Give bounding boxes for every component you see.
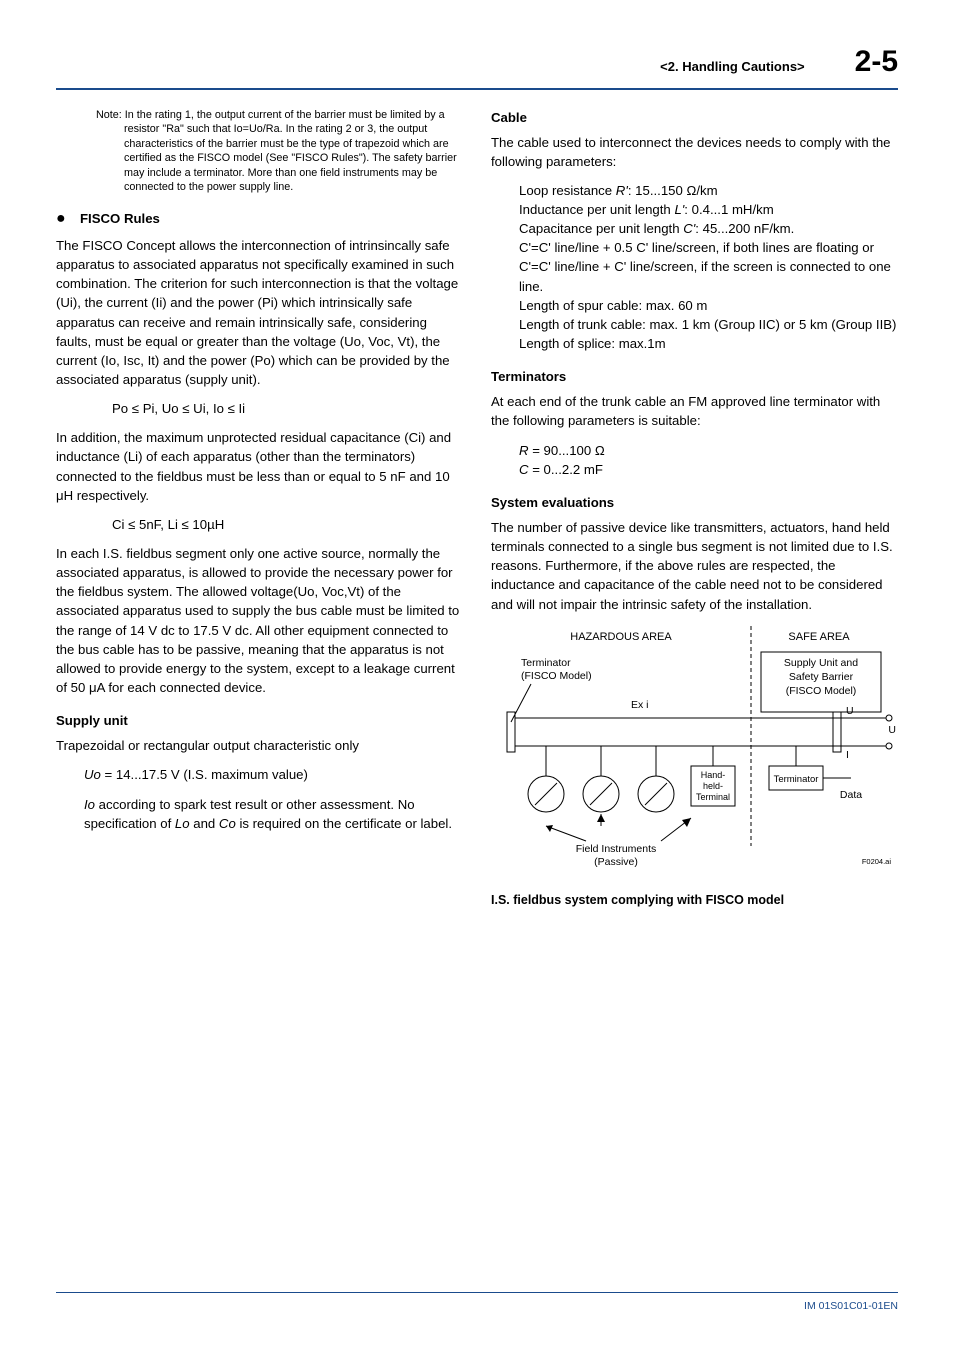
barrier-note: Note: In the rating 1, the output curren…: [96, 108, 463, 195]
u-label-2: U: [888, 724, 896, 736]
right-column: Cable The cable used to interconnect the…: [491, 108, 898, 910]
i-label: I: [846, 749, 849, 761]
formula-po-uo-io: Po ≤ Pi, Uo ≤ Ui, Io ≤ Ii: [112, 399, 463, 418]
bullet-icon: ●: [56, 211, 80, 227]
doc-id: IM 01S01C01-01EN: [804, 1300, 898, 1312]
cable-spur: Length of spur cable: max. 60 m: [519, 296, 898, 315]
ind-l: L': [674, 202, 684, 217]
lo-symbol: Lo: [175, 816, 190, 831]
cable-splice: Length of splice: max.1m: [519, 334, 898, 353]
cable-heading: Cable: [491, 108, 898, 127]
supply-io-block: Io according to spark test result or oth…: [84, 795, 463, 833]
chapter-label: <2. Handling Cautions>: [660, 58, 804, 77]
ind-post: : 0.4...1 mH/km: [684, 202, 773, 217]
data-label: Data: [840, 789, 862, 801]
fisco-para-1: The FISCO Concept allows the interconnec…: [56, 236, 463, 389]
field-l2: (Passive): [594, 856, 638, 868]
left-column: Note: In the rating 1, the output curren…: [56, 108, 463, 910]
term-r-val: = 90...100 Ω: [529, 443, 605, 458]
supply-uo-line: Uo = 14...17.5 V (I.S. maximum value): [84, 765, 463, 784]
terminator-params: R = 90...100 Ω C = 0...2.2 mF: [519, 441, 898, 479]
term1-l1: Terminator: [521, 657, 571, 669]
supply-l2: Safety Barrier: [789, 671, 854, 683]
hht-l2: held-: [703, 781, 723, 791]
supply-unit-para: Trapezoidal or rectangular output charac…: [56, 736, 463, 755]
terminators-para: At each end of the trunk cable an FM app…: [491, 392, 898, 430]
fisco-rules-heading: ● FISCO Rules: [56, 209, 463, 228]
formula-ci-li: Ci ≤ 5nF, Li ≤ 10µH: [112, 515, 463, 534]
supply-l1: Supply Unit and: [784, 657, 858, 669]
term-r: R: [519, 443, 529, 458]
loop-pre: Loop resistance: [519, 183, 616, 198]
page-header: <2. Handling Cautions> 2-5: [56, 40, 898, 90]
cap-pre: Capacitance per unit length: [519, 221, 683, 236]
haz-area-label: HAZARDOUS AREA: [570, 631, 672, 643]
cable-params-block: Loop resistance R': 15...150 Ω/km Induct…: [519, 181, 898, 353]
term-r-line: R = 90...100 Ω: [519, 441, 898, 460]
hht-l3: Terminal: [696, 792, 730, 802]
term1-l2: (FISCO Model): [521, 670, 592, 682]
field-l1: Field Instruments: [576, 843, 657, 855]
term-c: C: [519, 462, 529, 477]
cable-cline: C'=C' line/line + 0.5 C' line/screen, if…: [519, 238, 898, 295]
syseval-heading: System evaluations: [491, 493, 898, 512]
terminators-heading: Terminators: [491, 367, 898, 386]
uo-symbol: Uo: [84, 767, 101, 782]
cable-trunk: Length of trunk cable: max. 1 km (Group …: [519, 315, 898, 334]
fisco-rules-title: FISCO Rules: [80, 209, 160, 228]
co-symbol: Co: [219, 816, 236, 831]
page-number: 2-5: [855, 40, 898, 84]
fisco-svg: HAZARDOUS AREA SAFE AREA Supply Unit and…: [491, 626, 896, 876]
safe-area-label: SAFE AREA: [788, 631, 850, 643]
io-text-2: is required on the certificate or label.: [236, 816, 452, 831]
diagram-caption: I.S. fieldbus system complying with FISC…: [491, 891, 898, 909]
cap-c: C': [683, 221, 695, 236]
page-footer: IM 01S01C01-01EN: [56, 1292, 898, 1314]
ex-i-label: Ex i: [631, 699, 649, 711]
ind-pre: Inductance per unit length: [519, 202, 674, 217]
cap-post: : 45...200 nF/km.: [695, 221, 794, 236]
cable-cap-line: Capacitance per unit length C': 45...200…: [519, 219, 898, 238]
cable-para: The cable used to interconnect the devic…: [491, 133, 898, 171]
io-symbol: Io: [84, 797, 95, 812]
cable-ind-line: Inductance per unit length L': 0.4...1 m…: [519, 200, 898, 219]
syseval-para: The number of passive device like transm…: [491, 518, 898, 614]
loop-r: R': [616, 183, 628, 198]
uo-value: = 14...17.5 V (I.S. maximum value): [101, 767, 308, 782]
content-columns: Note: In the rating 1, the output curren…: [56, 108, 898, 910]
fisco-para-3: In each I.S. fieldbus segment only one a…: [56, 544, 463, 697]
supply-l3: (FISCO Model): [786, 685, 857, 697]
fisco-para-2: In addition, the maximum unprotected res…: [56, 428, 463, 505]
term-c-line: C = 0...2.2 mF: [519, 460, 898, 479]
hht-l1: Hand-: [701, 770, 726, 780]
u-label-1: U: [846, 705, 854, 717]
figure-ref: F0204.ai: [862, 857, 892, 866]
term2-label: Terminator: [774, 774, 819, 785]
supply-unit-heading: Supply unit: [56, 711, 463, 730]
loop-post: : 15...150 Ω/km: [628, 183, 718, 198]
cable-loop-line: Loop resistance R': 15...150 Ω/km: [519, 181, 898, 200]
fisco-diagram: HAZARDOUS AREA SAFE AREA Supply Unit and…: [491, 626, 898, 881]
io-and: and: [190, 816, 219, 831]
term-c-val: = 0...2.2 mF: [529, 462, 603, 477]
